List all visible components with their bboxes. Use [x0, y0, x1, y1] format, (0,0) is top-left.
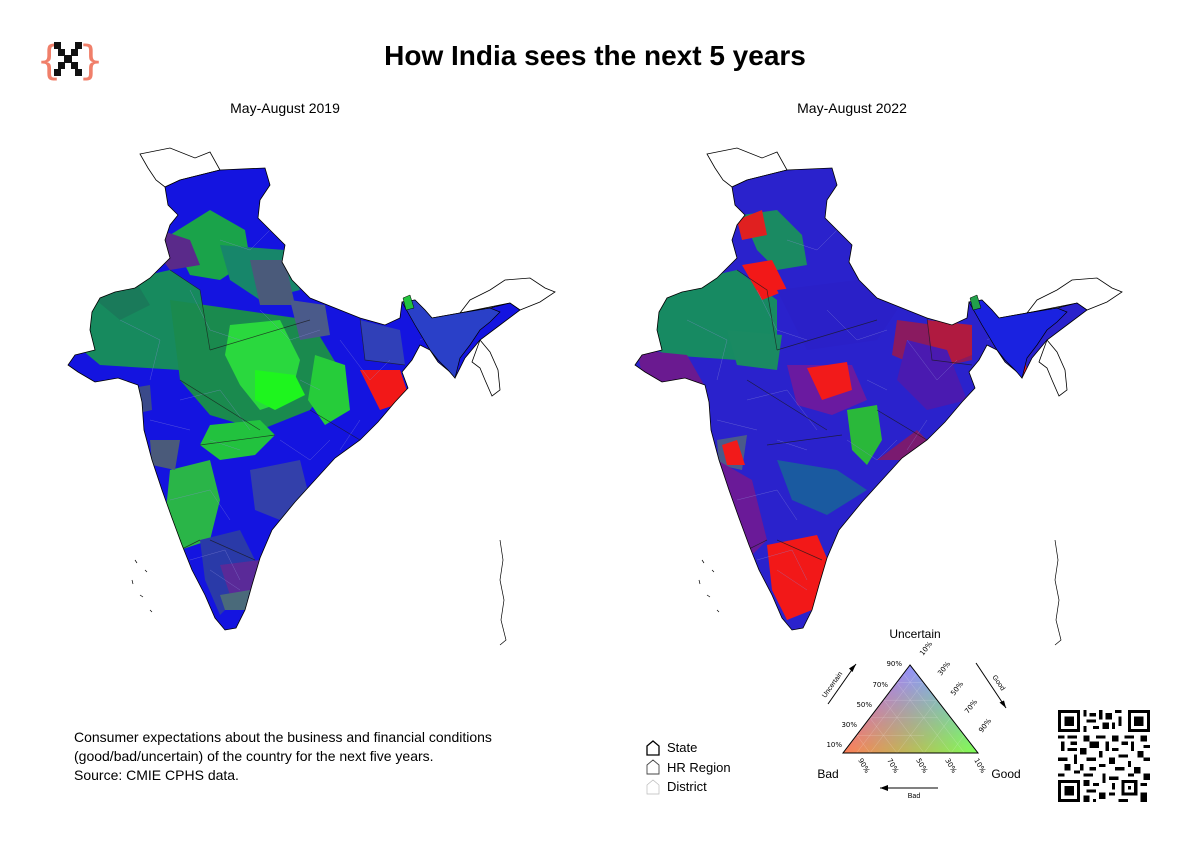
- bottom-tick: 30%: [943, 757, 958, 775]
- qr-code-icon: [1058, 710, 1150, 802]
- legend-district: District: [645, 777, 765, 797]
- corner-uncertain-label: Uncertain: [889, 627, 940, 641]
- district-boundary-icon: [646, 779, 660, 795]
- india-map-2022: [634, 147, 1123, 646]
- ternary-color-legend: Uncertain Bad Good 90% 70% 50% 30% 10% 1…: [817, 627, 1020, 800]
- right-tick: 30%: [936, 660, 952, 677]
- right-tick: 90%: [977, 717, 993, 734]
- legend-hr-region-label: HR Region: [667, 759, 731, 775]
- description-line: (good/bad/uncertain) of the country for …: [74, 748, 434, 764]
- india-map-2019: [67, 147, 556, 646]
- good-arrow-icon: [975, 662, 1007, 709]
- svg-text:}: }: [79, 38, 102, 84]
- bottom-tick: 70%: [885, 757, 900, 775]
- left-tick: 30%: [841, 721, 857, 729]
- edge-good-label: Good: [990, 674, 1006, 692]
- corner-good-label: Good: [991, 767, 1020, 781]
- right-tick: 50%: [949, 680, 965, 697]
- right-tick: 70%: [963, 698, 979, 715]
- legend-state-label: State: [667, 740, 698, 756]
- page-title: How India sees the next 5 years: [384, 40, 806, 71]
- boundary-legend: State HR Region District: [645, 738, 765, 797]
- legend-state: State: [645, 738, 765, 758]
- panel-subtitle-2022: May-August 2022: [797, 100, 907, 116]
- left-tick: 10%: [826, 741, 842, 749]
- bottom-tick: 10%: [972, 757, 987, 775]
- legend-hr-region: HR Region: [645, 758, 765, 778]
- bottom-tick: 90%: [856, 757, 871, 775]
- left-tick: 50%: [856, 701, 872, 709]
- left-tick: 90%: [886, 660, 902, 668]
- edge-bad-label: Bad: [908, 793, 921, 800]
- description-line: Consumer expectations about the business…: [74, 729, 492, 745]
- corner-bad-label: Bad: [817, 767, 838, 781]
- x-braces-logo-icon: { }: [37, 38, 102, 84]
- panel-subtitle-2019: May-August 2019: [230, 100, 340, 116]
- description-line: Source: CMIE CPHS data.: [74, 767, 239, 783]
- bottom-tick: 50%: [914, 757, 929, 775]
- state-boundary-icon: [646, 739, 660, 756]
- right-tick: 10%: [918, 640, 934, 657]
- hr-region-boundary-icon: [646, 759, 660, 775]
- left-tick: 70%: [872, 681, 888, 689]
- legend-district-label: District: [667, 779, 707, 795]
- description: Consumer expectations about the business…: [74, 728, 614, 785]
